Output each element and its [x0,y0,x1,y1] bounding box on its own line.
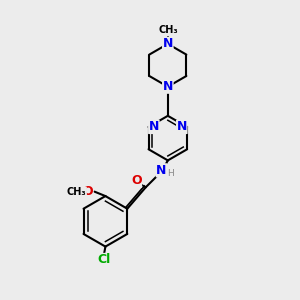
Text: N: N [177,121,187,134]
Text: N: N [163,80,173,93]
Text: CH₃: CH₃ [158,25,178,35]
Text: N: N [163,38,173,50]
Text: H: H [167,169,174,178]
Text: Cl: Cl [97,254,111,266]
Text: N: N [149,121,159,134]
Text: N: N [156,164,167,177]
Text: O: O [82,185,93,198]
Text: O: O [131,174,142,187]
Text: CH₃: CH₃ [67,187,86,197]
